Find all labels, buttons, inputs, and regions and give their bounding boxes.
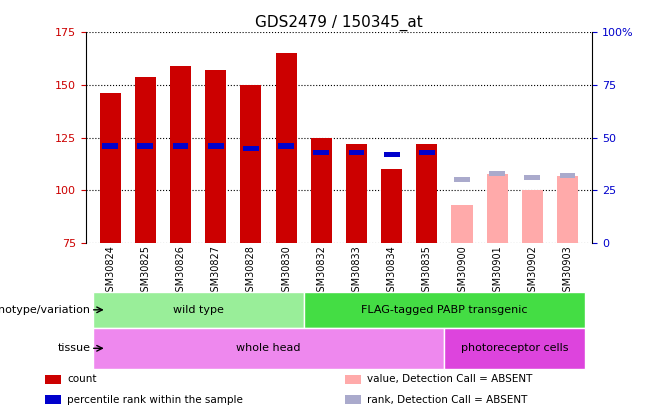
Text: GSM30827: GSM30827: [211, 245, 220, 298]
Text: percentile rank within the sample: percentile rank within the sample: [67, 394, 243, 405]
Text: count: count: [67, 375, 97, 384]
Bar: [45, 395, 61, 404]
Bar: [522, 190, 543, 243]
Bar: [208, 143, 224, 149]
Text: genotype/variation: genotype/variation: [0, 305, 91, 315]
Bar: [304, 292, 585, 328]
Bar: [345, 375, 361, 384]
Text: GSM30828: GSM30828: [246, 245, 256, 298]
Text: GSM30902: GSM30902: [527, 245, 538, 298]
Bar: [93, 328, 444, 369]
Bar: [419, 150, 435, 155]
Text: GSM30830: GSM30830: [281, 245, 291, 298]
Text: GSM30903: GSM30903: [563, 245, 572, 298]
Bar: [381, 169, 402, 243]
Bar: [313, 150, 329, 155]
Text: GSM30901: GSM30901: [492, 245, 502, 298]
Text: photoreceptor cells: photoreceptor cells: [461, 343, 569, 353]
Text: rank, Detection Call = ABSENT: rank, Detection Call = ABSENT: [367, 394, 528, 405]
Bar: [454, 177, 470, 182]
Text: GSM30825: GSM30825: [140, 245, 151, 298]
Bar: [278, 143, 294, 149]
Bar: [311, 138, 332, 243]
Text: GSM30826: GSM30826: [176, 245, 186, 298]
Text: GSM30835: GSM30835: [422, 245, 432, 298]
Text: FLAG-tagged PABP transgenic: FLAG-tagged PABP transgenic: [361, 305, 528, 315]
Bar: [451, 205, 472, 243]
Bar: [557, 176, 578, 243]
Bar: [170, 66, 191, 243]
Bar: [93, 292, 304, 328]
Bar: [45, 375, 61, 384]
Bar: [487, 173, 508, 243]
Bar: [135, 77, 156, 243]
Bar: [102, 143, 118, 149]
Title: GDS2479 / 150345_at: GDS2479 / 150345_at: [255, 15, 422, 31]
Text: GSM30900: GSM30900: [457, 245, 467, 298]
Bar: [384, 152, 399, 157]
Bar: [99, 94, 120, 243]
Text: GSM30834: GSM30834: [387, 245, 397, 298]
Bar: [243, 146, 259, 151]
Bar: [417, 144, 438, 243]
Text: wild type: wild type: [172, 305, 224, 315]
Bar: [345, 395, 361, 404]
Bar: [240, 85, 261, 243]
Text: whole head: whole head: [236, 343, 301, 353]
Bar: [349, 150, 365, 155]
Bar: [560, 173, 576, 178]
Text: GSM30833: GSM30833: [351, 245, 361, 298]
Bar: [172, 143, 188, 149]
Bar: [444, 328, 585, 369]
Text: GSM30832: GSM30832: [316, 245, 326, 298]
Bar: [138, 143, 153, 149]
Text: tissue: tissue: [58, 343, 91, 353]
Bar: [490, 171, 505, 176]
Bar: [205, 70, 226, 243]
Bar: [276, 53, 297, 243]
Text: GSM30824: GSM30824: [105, 245, 115, 298]
Text: value, Detection Call = ABSENT: value, Detection Call = ABSENT: [367, 375, 533, 384]
Bar: [524, 175, 540, 180]
Bar: [346, 144, 367, 243]
